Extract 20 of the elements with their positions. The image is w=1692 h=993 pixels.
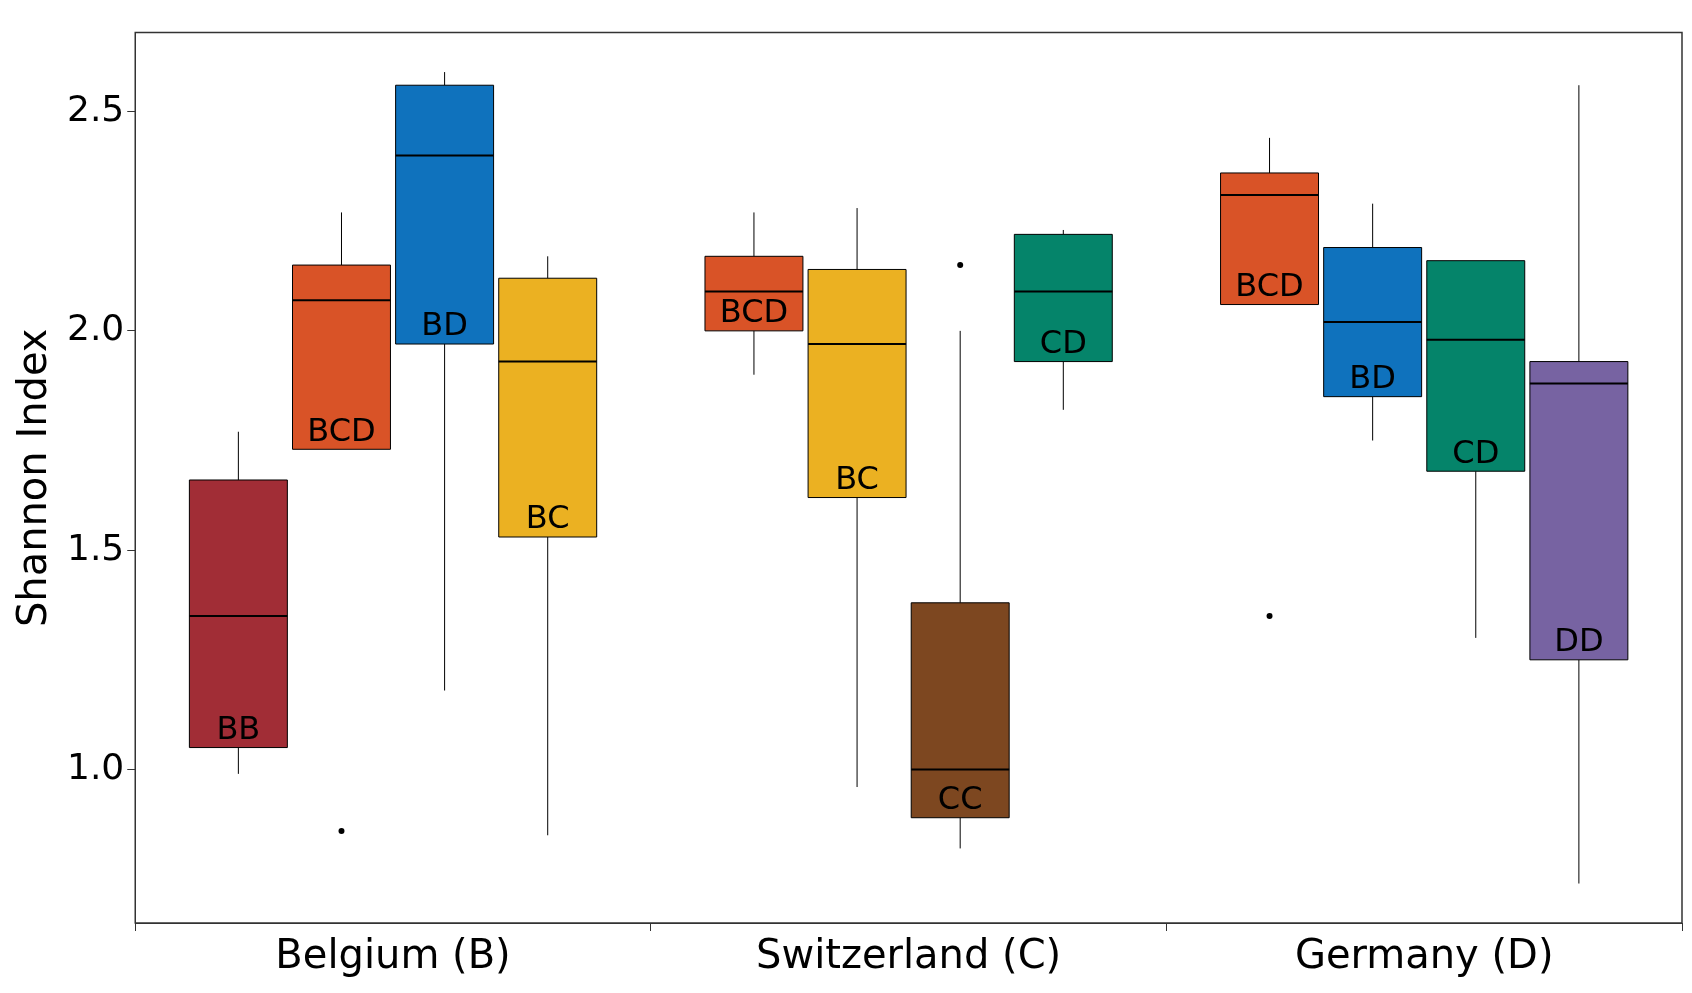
annotation: BCD [1235, 265, 1304, 304]
annotation: CC [937, 779, 983, 818]
x-tick-label: Switzerland (C) [756, 931, 1062, 978]
x-tick-label: Germany (D) [1294, 931, 1554, 978]
annotation: BCD [307, 410, 376, 449]
annotation: BD [421, 305, 468, 344]
annotation: CD [1452, 432, 1500, 471]
annotation: BCD [719, 292, 789, 331]
y-tick-label: 2.5 [66, 87, 125, 129]
annotation: BD [1349, 357, 1396, 396]
annotation: BC [525, 498, 570, 537]
annotation: DD [1554, 621, 1604, 660]
annotation: BB [216, 708, 261, 747]
y-tick-label: 1.0 [66, 745, 125, 787]
annotation: BC [835, 458, 879, 497]
y-tick-label: 2.0 [66, 307, 125, 349]
y-tick-label: 1.5 [66, 526, 125, 568]
x-tick-label: Belgium (B) [275, 931, 511, 978]
annotation: CD [1039, 322, 1087, 361]
y-axis-title: Shannon Index [9, 328, 56, 628]
